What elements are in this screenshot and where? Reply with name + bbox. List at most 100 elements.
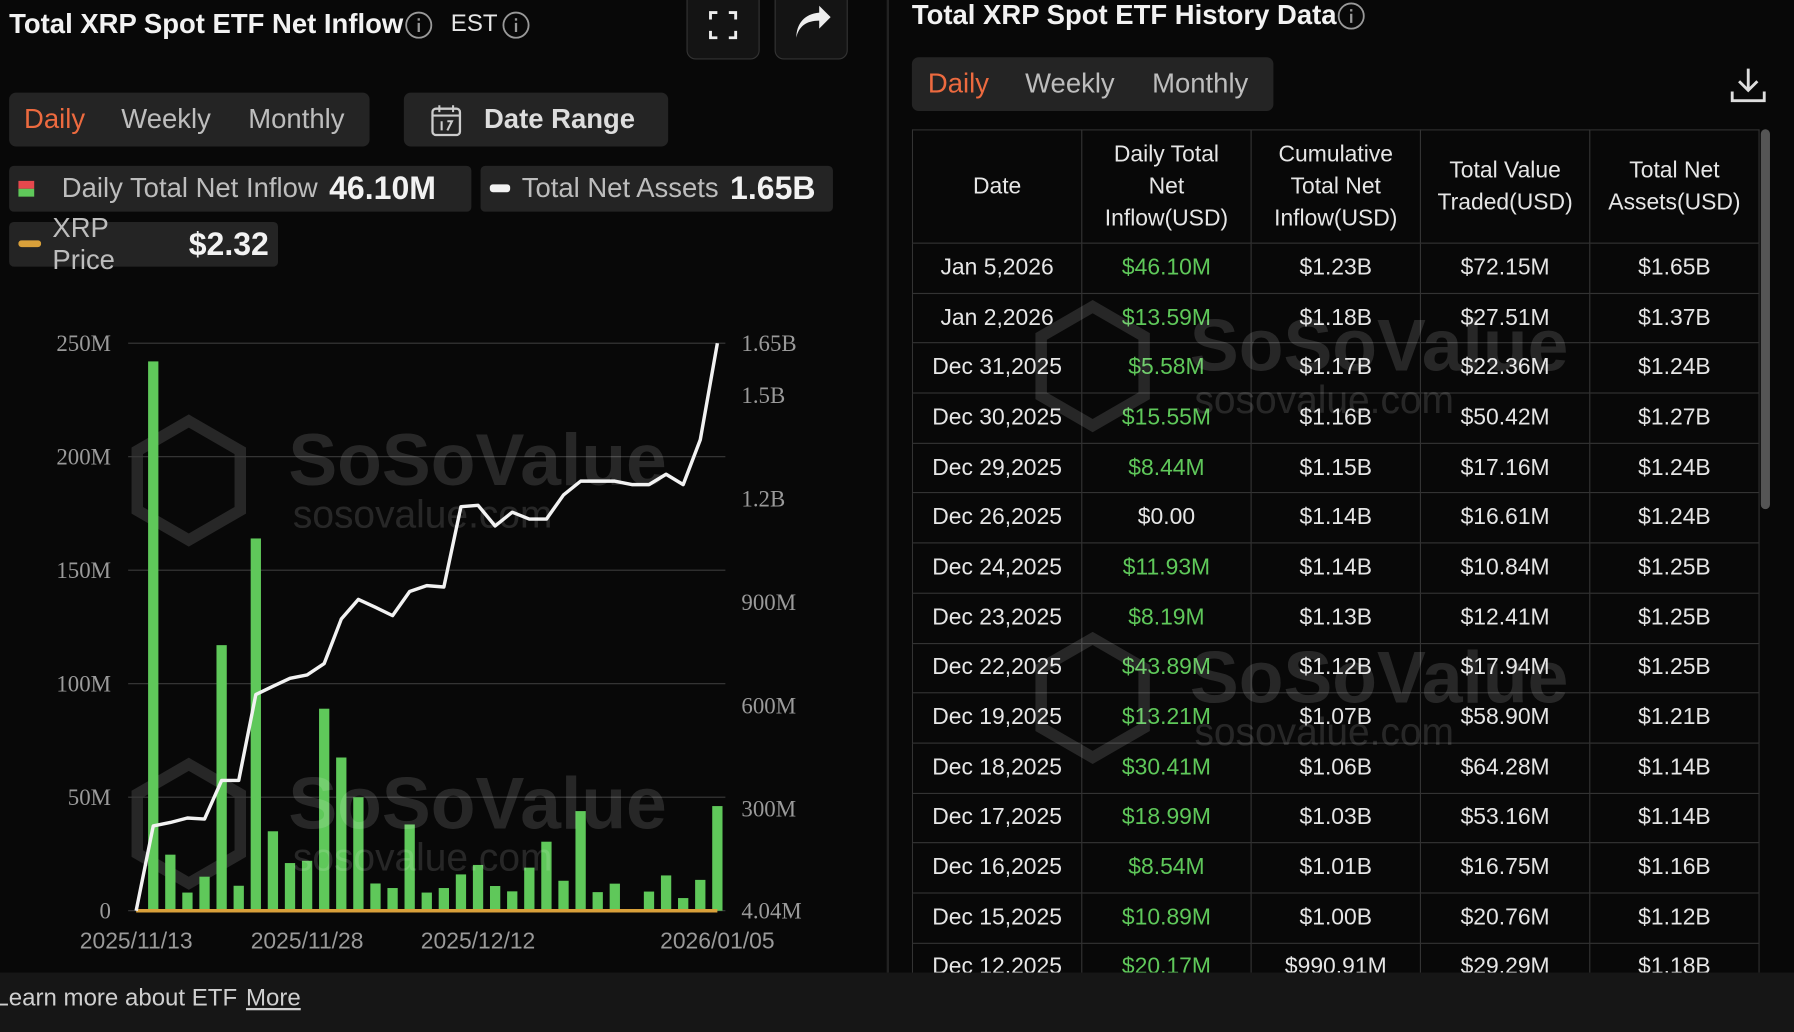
bar <box>319 708 330 911</box>
column-header: Total Net Assets(USD) <box>1589 129 1760 244</box>
calendar-icon <box>431 105 462 137</box>
table-cell: $64.28M <box>1419 742 1591 794</box>
table-cell: $1.15B <box>1250 442 1422 494</box>
y2-tick-label: 1.2B <box>741 486 785 511</box>
bar <box>643 891 655 911</box>
assets-line <box>134 342 720 912</box>
tab[interactable]: Monthly <box>1152 68 1249 100</box>
table-cell: $1.25B <box>1589 542 1760 594</box>
table-cell: $8.44M <box>1081 442 1252 494</box>
table-row: Jan 2,2026 $13.59M $1.18B $27.51M $1.37B <box>911 292 1760 344</box>
table-cell: Dec 18,2025 <box>911 742 1083 794</box>
table-row: Dec 12,2025 $20.17M $990.91M $29.29M $1.18B <box>911 942 1760 973</box>
divider <box>886 0 889 973</box>
table-cell: $1.25B <box>1589 592 1760 644</box>
table-cell: Dec 15,2025 <box>911 892 1083 944</box>
table-row: Dec 24,2025 $11.93M $1.14B $10.84M $1.25B <box>911 542 1760 594</box>
share-button[interactable] <box>774 0 848 60</box>
bar <box>267 831 279 911</box>
legend-item[interactable]: Daily Total Net Inflow 46.10M <box>9 165 472 212</box>
tab[interactable]: Daily <box>24 104 86 136</box>
bar <box>250 538 261 911</box>
table-cell: Dec 17,2025 <box>911 792 1083 844</box>
legend-name: Daily Total Net Inflow <box>61 172 318 204</box>
table-cell: $5.58M <box>1081 342 1252 394</box>
y2-tick-label: 600M <box>741 693 796 718</box>
legend-item[interactable]: Total Net Assets 1.65B <box>480 165 833 212</box>
scrollbar[interactable] <box>1760 129 1770 510</box>
table-cell: $29.29M <box>1419 942 1591 973</box>
table-row: Dec 31,2025 $5.58M $1.17B $22.36M $1.24B <box>911 342 1760 394</box>
fullscreen-icon <box>709 11 738 40</box>
footer: Learn more about ETF More <box>0 972 1794 1032</box>
timezone[interactable]: EST <box>450 10 498 37</box>
table-cell: $8.54M <box>1081 842 1252 894</box>
y2-tick-label: 900M <box>741 590 796 615</box>
table-cell: $990.91M <box>1250 942 1422 973</box>
bar <box>404 824 415 911</box>
table-row: Dec 30,2025 $15.55M $1.16B $50.42M $1.27B <box>911 392 1760 444</box>
table-cell: $16.61M <box>1419 492 1591 544</box>
table-cell: $1.18B <box>1250 292 1422 344</box>
table-cell: $27.51M <box>1419 292 1591 344</box>
bar <box>148 361 159 911</box>
bar <box>524 867 535 911</box>
date-range-label: Date Range <box>483 104 636 136</box>
tab[interactable]: Weekly <box>1025 68 1115 100</box>
tab[interactable]: Daily <box>927 68 989 100</box>
table-cell: Dec 22,2025 <box>911 642 1083 694</box>
legend-value: 1.65B <box>730 170 816 206</box>
bar <box>507 891 518 911</box>
download-icon[interactable] <box>1728 64 1769 105</box>
fullscreen-button[interactable] <box>686 0 760 60</box>
bar <box>575 811 586 911</box>
info-icon[interactable] <box>1337 2 1365 30</box>
bar <box>387 888 398 911</box>
info-icon[interactable] <box>405 11 433 39</box>
y-tick-label: 150M <box>56 558 111 583</box>
info-icon[interactable] <box>502 11 530 39</box>
table-cell: Dec 30,2025 <box>911 392 1083 444</box>
table-row: Dec 15,2025 $10.89M $1.00B $20.76M $1.12B <box>911 892 1760 944</box>
table-cell: $10.84M <box>1419 542 1591 594</box>
table-cell: $1.24B <box>1589 442 1760 494</box>
tab[interactable]: Monthly <box>248 104 345 136</box>
bar <box>660 875 672 911</box>
bar <box>336 757 347 911</box>
table-cell: $1.16B <box>1250 392 1422 444</box>
tab[interactable]: Weekly <box>121 104 211 136</box>
table-cell: $1.12B <box>1589 892 1760 944</box>
legend-item[interactable]: XRP Price $2.32 <box>9 212 279 275</box>
history-table-container: Date Daily Total Net Inflow(USD) Cumulativ… <box>911 129 1760 973</box>
table-cell: $1.24B <box>1589 342 1760 394</box>
legend-value: $2.32 <box>188 225 269 262</box>
table-cell: $1.14B <box>1589 742 1760 794</box>
table-cell: $0.00 <box>1081 492 1252 544</box>
date-range-button[interactable]: Date Range <box>403 92 669 147</box>
table-cell: $1.16B <box>1589 842 1760 894</box>
bar <box>421 892 432 911</box>
legend-swatch <box>18 239 41 247</box>
footer-link[interactable]: More <box>245 985 301 1012</box>
table-cell: $1.14B <box>1250 542 1422 594</box>
table-cell: Dec 26,2025 <box>911 492 1083 544</box>
bar <box>182 892 193 911</box>
bar <box>712 806 723 911</box>
bar <box>370 883 381 911</box>
table-cell: $20.76M <box>1419 892 1591 944</box>
table-cell: $1.06B <box>1250 742 1422 794</box>
column-header: Date <box>911 129 1083 244</box>
y-tick-label: 100M <box>56 672 111 697</box>
chart-title: Total XRP Spot ETF Net Inflow <box>9 9 404 41</box>
table-cell: $1.00B <box>1250 892 1422 944</box>
bar <box>592 892 603 911</box>
y-tick-label: 0 <box>100 899 111 924</box>
table-cell: $53.16M <box>1419 792 1591 844</box>
column-header: Total Value Traded(USD) <box>1419 129 1591 244</box>
table-cell: $1.25B <box>1589 642 1760 694</box>
bar <box>165 854 176 911</box>
x-tick-label: 2026/01/05 <box>660 927 775 953</box>
y2-tick-label: 1.5B <box>741 383 785 408</box>
bar <box>455 874 467 911</box>
